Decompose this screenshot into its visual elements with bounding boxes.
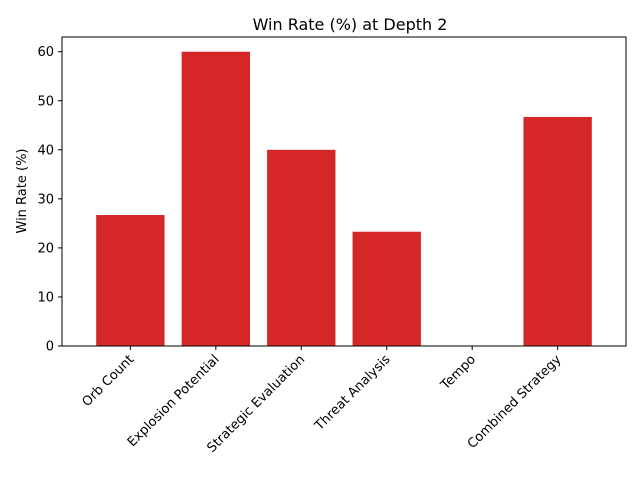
y-tick-label: 20 (37, 241, 54, 256)
bar-threat-analysis (352, 231, 421, 346)
x-tick-label: Explosion Potential (125, 352, 223, 450)
bar-strategic-evaluation (267, 149, 336, 346)
y-tick-label: 40 (37, 143, 54, 158)
bars-group (96, 51, 592, 346)
x-tick-label: Strategic Evaluation (205, 352, 309, 456)
y-tick-label: 0 (46, 340, 54, 355)
y-tick-label: 10 (37, 290, 54, 305)
y-axis-label: Win Rate (%) (15, 149, 30, 234)
x-tick-label: Tempo (438, 352, 479, 393)
plot-area-frame (61, 36, 627, 347)
y-tick-label: 50 (37, 94, 54, 109)
chart-title: Win Rate (%) at Depth 2 (253, 15, 448, 34)
x-tick-label: Threat Analysis (312, 352, 394, 434)
x-tick-label: Orb Count (80, 352, 138, 410)
y-tick-label: 30 (37, 192, 54, 207)
x-tick-label: Combined Strategy (465, 352, 565, 452)
bar-explosion-potential (181, 51, 250, 346)
y-tick-label: 60 (37, 45, 54, 60)
y-axis-ticks: 0 10 20 30 40 50 60 (37, 45, 62, 355)
bar-orb-count (96, 215, 165, 346)
bar-combined-strategy (523, 116, 592, 346)
